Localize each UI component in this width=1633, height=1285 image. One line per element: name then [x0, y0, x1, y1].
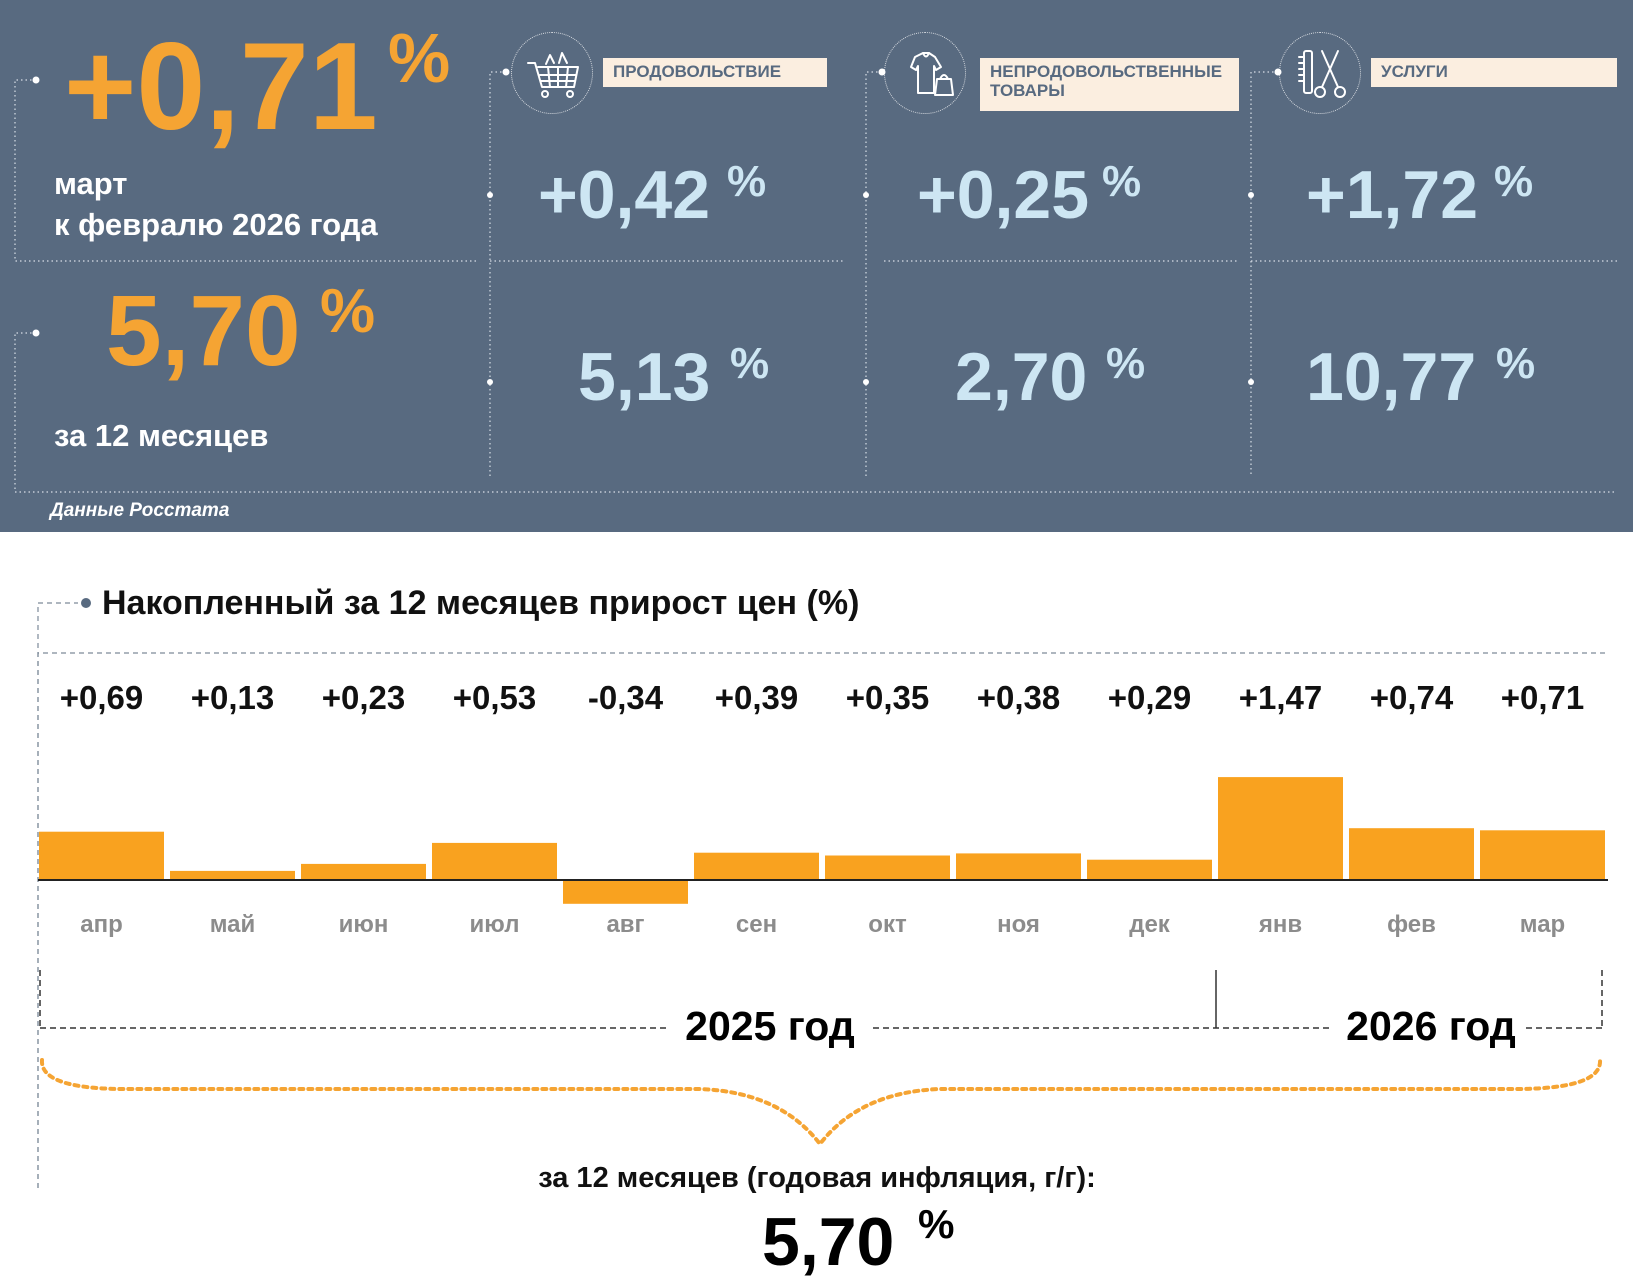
bar-авг [563, 880, 688, 904]
services-annual-unit: % [1496, 339, 1536, 388]
annual-inflation-value: 5,70 [106, 275, 301, 387]
value-label-сен: +0,39 [715, 679, 799, 716]
month-label-дек: дек [1129, 911, 1171, 938]
nonfood-annual-unit: % [1106, 339, 1146, 388]
month-label-сен: сен [736, 911, 777, 938]
nonfood-annual-value: 2,70 [955, 339, 1088, 415]
month-label-окт: окт [868, 911, 907, 938]
bar-июн [301, 863, 426, 880]
comb-scissors-icon [1279, 32, 1361, 114]
value-label-июл: +0,53 [453, 679, 537, 716]
bar-фев [1349, 828, 1474, 880]
month-label-авг: авг [606, 911, 644, 938]
month-label-ноя: ноя [997, 911, 1040, 938]
category-label-nonfood-line2: ТОВАРЫ [990, 81, 1065, 100]
monthly-label-period: к февралю 2026 года [54, 207, 378, 242]
clothing-bag-icon [884, 32, 966, 114]
month-label-июл: июл [470, 911, 520, 938]
monthly-label-month: март [54, 166, 128, 201]
bar-дек [1087, 859, 1212, 880]
month-label-янв: янв [1258, 911, 1302, 938]
services-monthly-unit: % [1494, 157, 1534, 206]
value-label-ноя: +0,38 [977, 679, 1061, 716]
month-label-май: май [210, 911, 256, 938]
bar-окт [825, 855, 950, 880]
value-label-янв: +1,47 [1239, 679, 1323, 716]
value-label-авг: -0,34 [588, 679, 664, 716]
value-label-апр: +0,69 [60, 679, 144, 716]
value-label-мар: +0,71 [1501, 679, 1585, 716]
source-note: Данные Росстата [50, 500, 230, 521]
nonfood-monthly-unit: % [1102, 157, 1142, 206]
nonfood-monthly-value: +0,25 [917, 157, 1090, 233]
year-label-2025: 2025 год [685, 1003, 855, 1049]
annual-summary-value: 5,70 [762, 1204, 894, 1280]
bar-янв [1218, 777, 1343, 880]
title-bullet [81, 598, 91, 608]
monthly-inflation-value: +0,71 [64, 18, 378, 156]
value-label-окт: +0,35 [846, 679, 930, 716]
cumulative-chart: Накопленный за 12 месяцев прирост цен (%… [37, 584, 1608, 1280]
value-label-дек: +0,29 [1108, 679, 1192, 716]
annual-inflation-unit: % [320, 277, 376, 346]
services-monthly-value: +1,72 [1306, 157, 1479, 233]
bar-мар [1480, 830, 1605, 880]
year-brace [40, 1058, 1602, 1148]
bar-ноя [956, 853, 1081, 880]
category-label-food: ПРОДОВОЛЬСТВИЕ [603, 58, 827, 87]
month-label-фев: фев [1387, 911, 1436, 938]
monthly-inflation-unit: % [388, 19, 451, 97]
annual-summary-unit: % [918, 1201, 954, 1247]
bar-апр [39, 831, 164, 880]
services-annual-value: 10,77 [1306, 339, 1477, 415]
value-label-июн: +0,23 [322, 679, 406, 716]
bar-май [170, 870, 295, 880]
annual-label: за 12 месяцев [54, 418, 269, 453]
chart-title: Накопленный за 12 месяцев прирост цен (%… [102, 584, 859, 622]
value-label-май: +0,13 [191, 679, 275, 716]
shopping-cart-icon [511, 32, 593, 114]
category-label-nonfood: НЕПРОДОВОЛЬСТВЕННЫЕ ТОВАРЫ [980, 58, 1239, 111]
month-label-июн: июн [339, 911, 389, 938]
value-label-фев: +0,74 [1370, 679, 1454, 716]
food-monthly-unit: % [727, 157, 767, 206]
food-monthly-value: +0,42 [538, 157, 711, 233]
month-label-апр: апр [80, 911, 123, 938]
food-annual-value: 5,13 [578, 339, 711, 415]
year-label-2026: 2026 год [1346, 1003, 1516, 1049]
bar-сен [694, 852, 819, 880]
category-label-nonfood-line1: НЕПРОДОВОЛЬСТВЕННЫЕ [990, 62, 1223, 81]
bar-июл [432, 842, 557, 880]
month-label-мар: мар [1520, 911, 1565, 938]
category-label-services: УСЛУГИ [1371, 58, 1617, 87]
food-annual-unit: % [730, 339, 770, 388]
summary-panel: +0,71 % март к февралю 2026 года 5,70 % … [0, 0, 1633, 532]
annual-summary-label: за 12 месяцев (годовая инфляция, г/г): [538, 1162, 1096, 1194]
